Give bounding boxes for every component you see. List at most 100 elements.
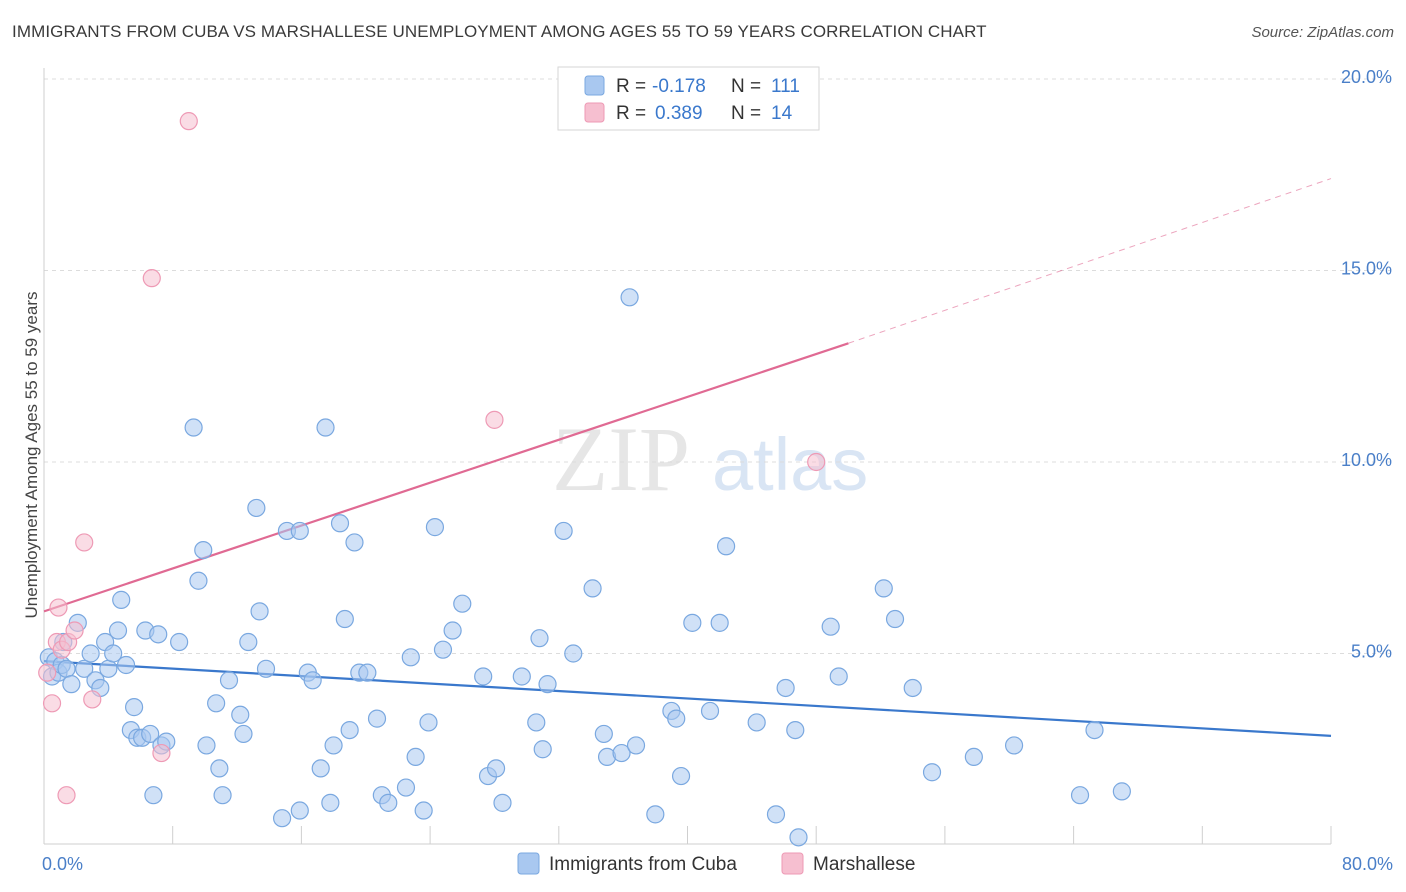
cuba-point-59: [358, 663, 377, 682]
cuba-point-111: [1085, 720, 1104, 740]
cuba-point-60: [367, 709, 387, 728]
cuba-point-112: [1112, 782, 1131, 801]
cuba-point-96: [717, 537, 736, 556]
x-tick-labels: 0.0% 80.0%: [42, 854, 1393, 874]
legend-n-label-cuba: N =: [731, 76, 761, 97]
marshallese-point-1: [42, 694, 62, 713]
bottom-legend-swatch-cuba: [517, 852, 540, 875]
cuba-point-49: [303, 671, 322, 690]
cuba-point-42: [250, 602, 269, 621]
cuba-point-110: [1070, 786, 1090, 805]
legend-r-value-marshallese: 0.389: [655, 103, 703, 124]
y-tick-label-3: 20.0%: [1341, 67, 1392, 87]
cuba-point-16: [108, 621, 128, 640]
cuba-point-38: [231, 705, 250, 724]
cuba-point-68: [425, 518, 445, 537]
cuba-point-65: [406, 747, 425, 767]
cuba-point-67: [419, 713, 438, 732]
cuba-point-50: [311, 759, 330, 778]
cuba-point-30: [184, 418, 203, 437]
legend-n-value-marshallese: 14: [771, 103, 793, 124]
cuba-point-37: [219, 671, 239, 690]
marshallese-point-7: [65, 621, 84, 640]
watermark-atlas: atlas: [712, 423, 868, 506]
marshallese-point-13: [485, 410, 504, 429]
cuba-point-69: [433, 640, 453, 659]
legend: R = -0.178 N = 111 R = 0.389 N = 14: [557, 66, 820, 131]
cuba-point-51: [316, 418, 335, 437]
cuba-point-63: [396, 778, 416, 797]
marshallese-point-5: [57, 786, 76, 805]
cuba-point-33: [197, 736, 216, 755]
cuba-point-109: [1004, 736, 1024, 755]
cuba-point-26: [149, 625, 168, 644]
watermark-zip: ZIP: [552, 408, 690, 510]
cuba-point-71: [453, 594, 472, 613]
cuba-point-10: [81, 644, 100, 663]
marshallese-point-14: [807, 452, 826, 472]
cuba-point-83: [583, 579, 602, 598]
cuba-point-32: [194, 540, 213, 560]
cuba-point-78: [530, 629, 549, 648]
cuba-point-74: [486, 759, 506, 778]
cuba-point-40: [239, 632, 258, 652]
cuba-point-94: [700, 701, 720, 721]
marshallese-point-0: [38, 663, 57, 682]
x-tick-label-min: 0.0%: [42, 854, 83, 874]
cuba-point-101: [789, 828, 808, 847]
cuba-point-6: [57, 659, 76, 678]
cuba-point-55: [335, 609, 354, 629]
cuba-point-52: [321, 793, 340, 812]
cuba-point-53: [324, 736, 343, 755]
cuba-point-7: [62, 675, 81, 694]
watermark: ZIP atlas: [552, 408, 868, 510]
cuba-point-35: [210, 759, 229, 778]
cuba-point-46: [290, 801, 309, 820]
legend-n-label-marshallese: N =: [731, 103, 761, 124]
cuba-point-41: [247, 498, 266, 518]
cuba-point-103: [829, 667, 848, 686]
cuba-point-86: [612, 743, 631, 763]
legend-swatch-marshallese: [584, 102, 605, 123]
cuba-point-29: [170, 632, 189, 652]
cuba-point-17: [112, 590, 131, 609]
cuba-point-95: [710, 613, 729, 632]
legend-r-value-cuba: -0.178: [652, 76, 706, 97]
cuba-point-64: [401, 648, 420, 667]
cuba-point-84: [594, 724, 613, 744]
cuba-point-91: [667, 709, 686, 728]
cuba-point-31: [189, 571, 208, 590]
legend-r-label-cuba: R =: [616, 76, 646, 97]
y-tick-label-1: 10.0%: [1341, 450, 1392, 470]
axes: [43, 68, 1332, 845]
cuba-points: [39, 288, 1131, 847]
cuba-point-102: [821, 617, 840, 636]
cuba-point-57: [345, 533, 364, 552]
cuba-point-100: [786, 720, 805, 740]
cuba-point-108: [964, 747, 983, 767]
cuba-point-56: [340, 720, 359, 740]
gridlines: [44, 78, 1390, 654]
trend-line-marshallese: [43, 342, 849, 613]
marshallese-point-9: [83, 690, 102, 709]
cuba-point-34: [207, 694, 226, 713]
y-tick-label-2: 15.0%: [1341, 259, 1392, 279]
marshallese-point-8: [75, 533, 94, 552]
cuba-point-18: [116, 655, 136, 675]
cuba-point-15: [104, 644, 123, 663]
cuba-point-39: [234, 724, 253, 744]
trend-line-cuba: [43, 660, 1332, 737]
y-tick-label-0: 5.0%: [1351, 642, 1392, 662]
x-tick-label-max: 80.0%: [1342, 854, 1393, 874]
trend-line-marshallese-extension: [848, 178, 1332, 344]
cuba-point-93: [683, 613, 702, 632]
cuba-point-66: [414, 801, 433, 820]
marshallese-point-11: [152, 743, 171, 763]
cuba-point-87: [620, 288, 639, 307]
legend-n-value-cuba: 111: [771, 76, 800, 97]
cuba-point-104: [874, 579, 893, 598]
cuba-point-43: [256, 659, 276, 678]
cuba-point-79: [533, 740, 552, 759]
cuba-point-36: [213, 786, 232, 805]
chart-title: IMMIGRANTS FROM CUBA VS MARSHALLESE UNEM…: [12, 22, 987, 41]
